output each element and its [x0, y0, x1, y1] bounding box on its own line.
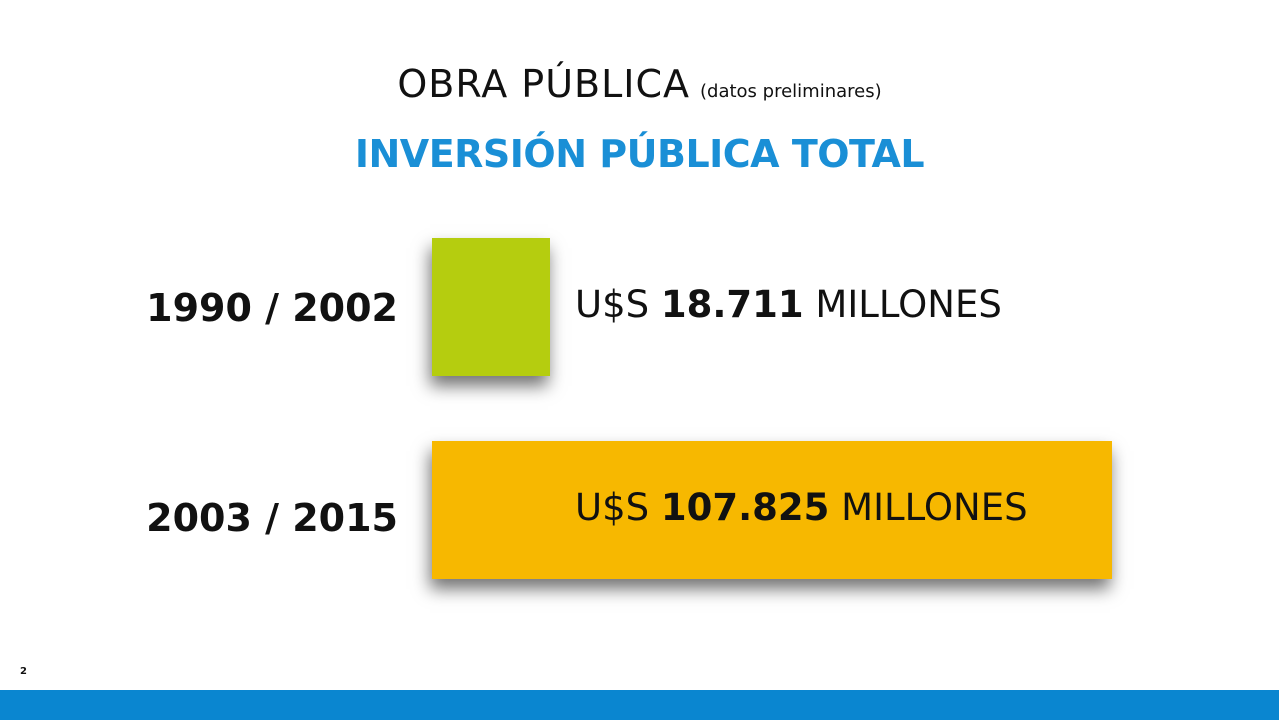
value-suffix: MILLONES — [829, 486, 1028, 529]
chart-title: INVERSIÓN PÚBLICA TOTAL — [354, 132, 925, 176]
bar-2 — [432, 441, 1112, 579]
bar-1 — [432, 238, 550, 376]
category-label-2003-2015: 2003 / 2015 — [146, 496, 398, 540]
value-prefix: U$S — [575, 283, 661, 326]
value-prefix: U$S — [575, 486, 661, 529]
value-suffix: MILLONES — [803, 283, 1002, 326]
slide-number: 2 — [20, 666, 27, 677]
value-label-1: U$S 18.711 MILLONES — [575, 283, 1002, 326]
value-label-2: U$S 107.825 MILLONES — [575, 486, 1028, 529]
category-label-1990-2002: 1990 / 2002 — [146, 286, 398, 330]
title-text: OBRA PÚBLICA — [397, 62, 690, 106]
value-number: 18.711 — [660, 283, 804, 326]
title-note: (datos preliminares) — [700, 81, 882, 102]
footer-band — [0, 690, 1279, 720]
slide-title: OBRA PÚBLICA (datos preliminares) — [0, 62, 1279, 106]
value-number: 107.825 — [660, 486, 830, 529]
